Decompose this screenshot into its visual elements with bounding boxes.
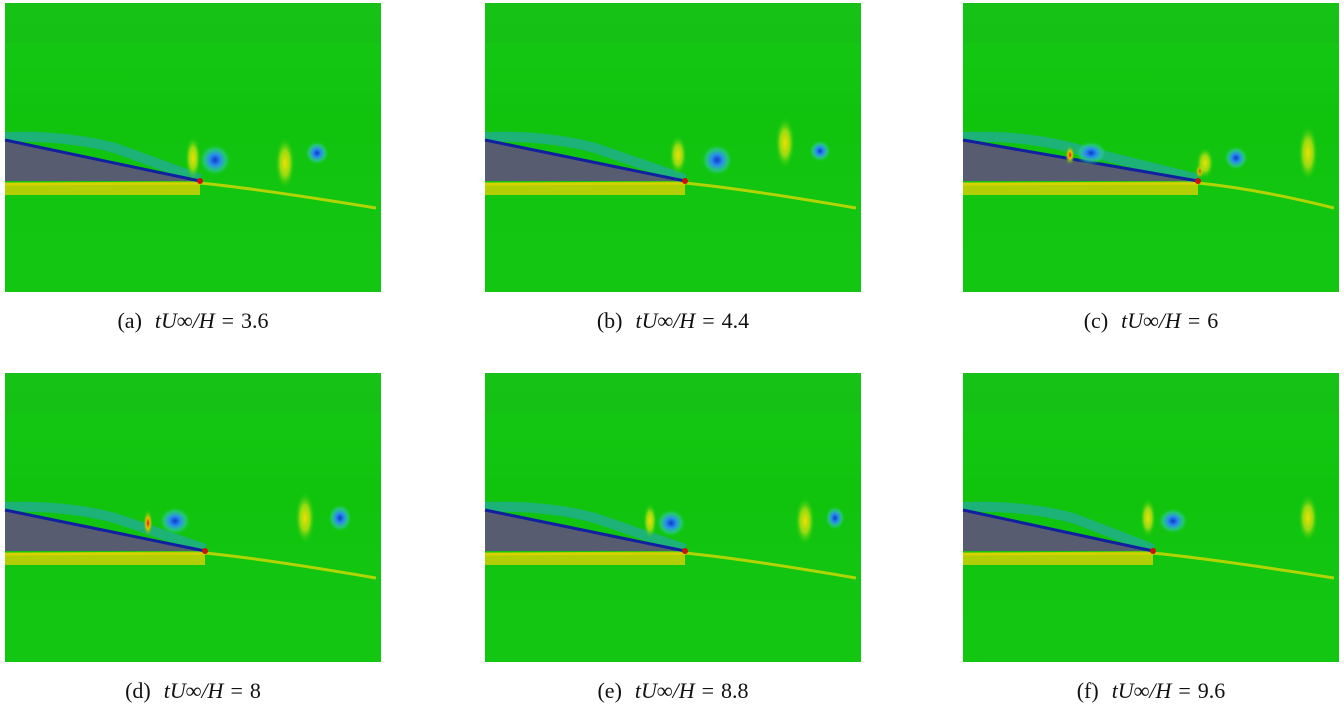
caption-label: (a) xyxy=(117,308,142,333)
vortex xyxy=(1065,145,1075,165)
lower-band xyxy=(485,183,685,195)
panel-shade xyxy=(963,3,1339,43)
lower-band xyxy=(485,553,685,565)
body-edge xyxy=(4,508,206,553)
body-edge xyxy=(484,138,686,183)
vortex xyxy=(199,144,231,176)
vortex xyxy=(795,497,815,545)
lower-band xyxy=(5,183,200,195)
lower-band xyxy=(963,183,1198,195)
caption-label: (c) xyxy=(1083,308,1109,333)
caption-value: 8.8 xyxy=(721,678,749,703)
vortex xyxy=(305,141,329,165)
wake-line xyxy=(484,551,857,580)
caption-label: (e) xyxy=(597,678,622,703)
vortex xyxy=(656,509,686,537)
panel-shade xyxy=(963,373,1339,413)
caption-value: 9.6 xyxy=(1197,678,1226,703)
vortex xyxy=(1075,141,1107,165)
vortex xyxy=(1298,125,1318,181)
trailing-edge xyxy=(202,548,208,554)
caption-relation: = xyxy=(1178,678,1191,703)
wake-line xyxy=(4,551,377,580)
panel-shade xyxy=(5,373,381,413)
flow-panel xyxy=(962,3,1339,292)
caption-relation: = xyxy=(702,308,715,333)
vortex xyxy=(143,509,153,537)
trailing-edge xyxy=(682,548,688,554)
wake-line xyxy=(484,181,857,210)
panel-caption: (a) tU∞/H = 3.6 xyxy=(5,308,381,334)
lower-band xyxy=(963,553,1153,565)
flow-panel xyxy=(484,373,861,662)
caption-value: 6 xyxy=(1207,308,1219,333)
shear-layer xyxy=(4,131,202,184)
caption-value: 8 xyxy=(249,678,261,703)
panel-background xyxy=(5,373,381,662)
caption-value: 4.4 xyxy=(721,308,750,333)
body-edge xyxy=(4,138,201,183)
caption-value: 3.6 xyxy=(241,308,269,333)
shear-layer xyxy=(4,501,207,554)
vortex xyxy=(1224,146,1248,170)
caption-expression: tU∞/H xyxy=(154,308,215,333)
vortex xyxy=(1196,147,1214,179)
wake-line xyxy=(4,181,377,210)
panel-caption: (d) tU∞/H = 8 xyxy=(5,678,381,704)
lower-band xyxy=(5,553,205,565)
flow-panel xyxy=(4,373,381,662)
flow-panel xyxy=(484,3,861,292)
panel-caption: (c) tU∞/H = 6 xyxy=(963,308,1339,334)
caption-relation: = xyxy=(230,678,243,703)
caption-relation: = xyxy=(1187,308,1201,333)
trailing-edge xyxy=(1195,178,1201,184)
panel-shade xyxy=(485,373,861,413)
caption-label: (f) xyxy=(1076,678,1099,703)
trailing-edge xyxy=(197,178,203,184)
vortex xyxy=(643,503,657,539)
vortex xyxy=(185,136,201,180)
caption-label: (b) xyxy=(596,308,623,333)
body-edge xyxy=(484,508,686,553)
vortex xyxy=(809,140,831,162)
wake-line xyxy=(962,551,1335,580)
shear-layer xyxy=(962,501,1155,554)
vortex xyxy=(295,492,315,544)
vortex xyxy=(1140,498,1156,538)
trailing-edge xyxy=(682,178,688,184)
panel-caption: (e) tU∞/H = 8.8 xyxy=(485,678,861,704)
vortex xyxy=(1298,494,1318,542)
panel-shade xyxy=(485,3,861,43)
flow-panel xyxy=(4,3,381,292)
flow-panel xyxy=(962,373,1339,662)
vortex xyxy=(669,135,687,175)
vortex xyxy=(159,507,191,535)
panel-caption: (f) tU∞/H = 9.6 xyxy=(963,678,1339,704)
vortex xyxy=(1158,508,1188,534)
vortex xyxy=(328,504,352,532)
caption-expression: tU∞/H xyxy=(634,678,695,703)
caption-expression: tU∞/H xyxy=(635,308,696,333)
caption-relation: = xyxy=(701,678,715,703)
caption-label: (d) xyxy=(125,678,151,703)
caption-relation: = xyxy=(221,308,235,333)
vortex xyxy=(825,506,845,530)
wake-line xyxy=(962,181,1335,210)
vortex xyxy=(275,137,295,189)
vortex xyxy=(701,144,733,176)
body-edge xyxy=(962,508,1154,553)
shear-layer xyxy=(484,131,687,184)
panel-caption: (b) tU∞/H = 4.4 xyxy=(485,308,861,334)
shear-layer xyxy=(484,501,687,554)
vortex xyxy=(775,117,795,169)
caption-expression: tU∞/H xyxy=(1121,308,1181,333)
caption-expression: tU∞/H xyxy=(163,678,224,703)
caption-expression: tU∞/H xyxy=(1111,678,1172,703)
panel-shade xyxy=(5,3,381,43)
trailing-edge xyxy=(1150,548,1156,554)
panel-background xyxy=(963,3,1339,292)
